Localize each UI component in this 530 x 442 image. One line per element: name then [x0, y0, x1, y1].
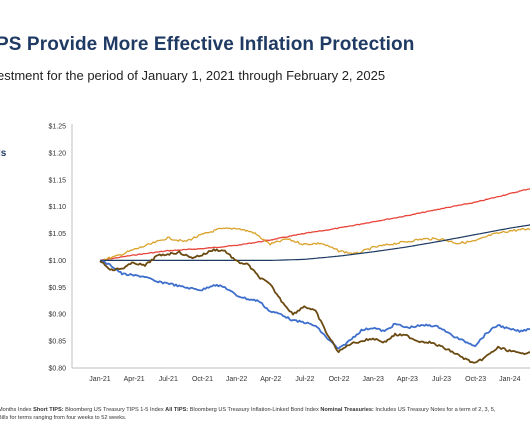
x-tick-label: Jul-21	[159, 376, 178, 383]
x-tick-label: Jan-23	[363, 376, 385, 383]
footnote-part: Bloomberg US Treasury TIPS 1-5 Index	[63, 407, 166, 413]
footnote-part: Includes US Treasury Notes for a term of…	[373, 407, 496, 413]
y-tick-label: $1.20	[48, 150, 66, 157]
y-tick-label: $1.10	[48, 204, 66, 211]
x-tick-label: Jan-22	[226, 376, 248, 383]
y-tick-label: $1.00	[48, 258, 66, 265]
chart-title: PS Provide More Effective Inflation Prot…	[0, 34, 415, 55]
series-line	[100, 224, 530, 261]
series-line	[99, 260, 530, 350]
y-tick-label: $0.90	[48, 312, 66, 319]
footnote-line-2: Bills for terms ranging from four weeks …	[0, 415, 127, 421]
footnote-part: Months Index	[0, 407, 34, 413]
x-tick-label: Apr-21	[124, 376, 145, 383]
x-tick-label: Jan-24	[499, 376, 521, 383]
x-tick-label: Jan-21	[89, 376, 111, 383]
x-tick-label: Oct-22	[329, 376, 350, 383]
y-tick-label: $0.80	[48, 366, 66, 373]
y-tick-label: $1.05	[48, 231, 66, 238]
x-tick-label: Apr-23	[397, 376, 418, 383]
series-line	[99, 188, 530, 262]
series-line	[99, 248, 530, 364]
x-tick-label: Oct-21	[192, 376, 213, 383]
footnote-part: Short TIPS:	[33, 407, 64, 413]
x-tick-label: Apr-22	[260, 376, 281, 383]
y-tick-label: $1.15	[48, 177, 66, 184]
footnote-part: Nominal Treasuries:	[320, 407, 374, 413]
x-tick-label: Jul-23	[432, 376, 451, 383]
footnote-part: All TIPS:	[165, 407, 189, 413]
series-line	[99, 227, 530, 262]
footnote-line-1: Months Index Short TIPS: Bloomberg US Tr…	[0, 406, 530, 414]
footnote-part: Bloomberg US Treasury Inflation-Linked B…	[188, 407, 321, 413]
line-chart: $1.25 $1.20 $1.15 $1.10 $1.05 $1.00 $0.95 $0.90…	[48, 124, 530, 383]
y-tick-label: $1.25	[48, 124, 66, 131]
x-tick-label: Oct-23	[465, 376, 486, 383]
legend-fragment: ls	[0, 148, 7, 159]
x-tick-label: Jul-22	[295, 376, 314, 383]
y-tick-label: $0.85	[48, 339, 66, 346]
y-tick-label: $0.95	[48, 285, 66, 292]
chart-subtitle: estment for the period of January 1, 202…	[0, 68, 386, 83]
footnote: Months Index Short TIPS: Bloomberg US Tr…	[0, 406, 530, 422]
